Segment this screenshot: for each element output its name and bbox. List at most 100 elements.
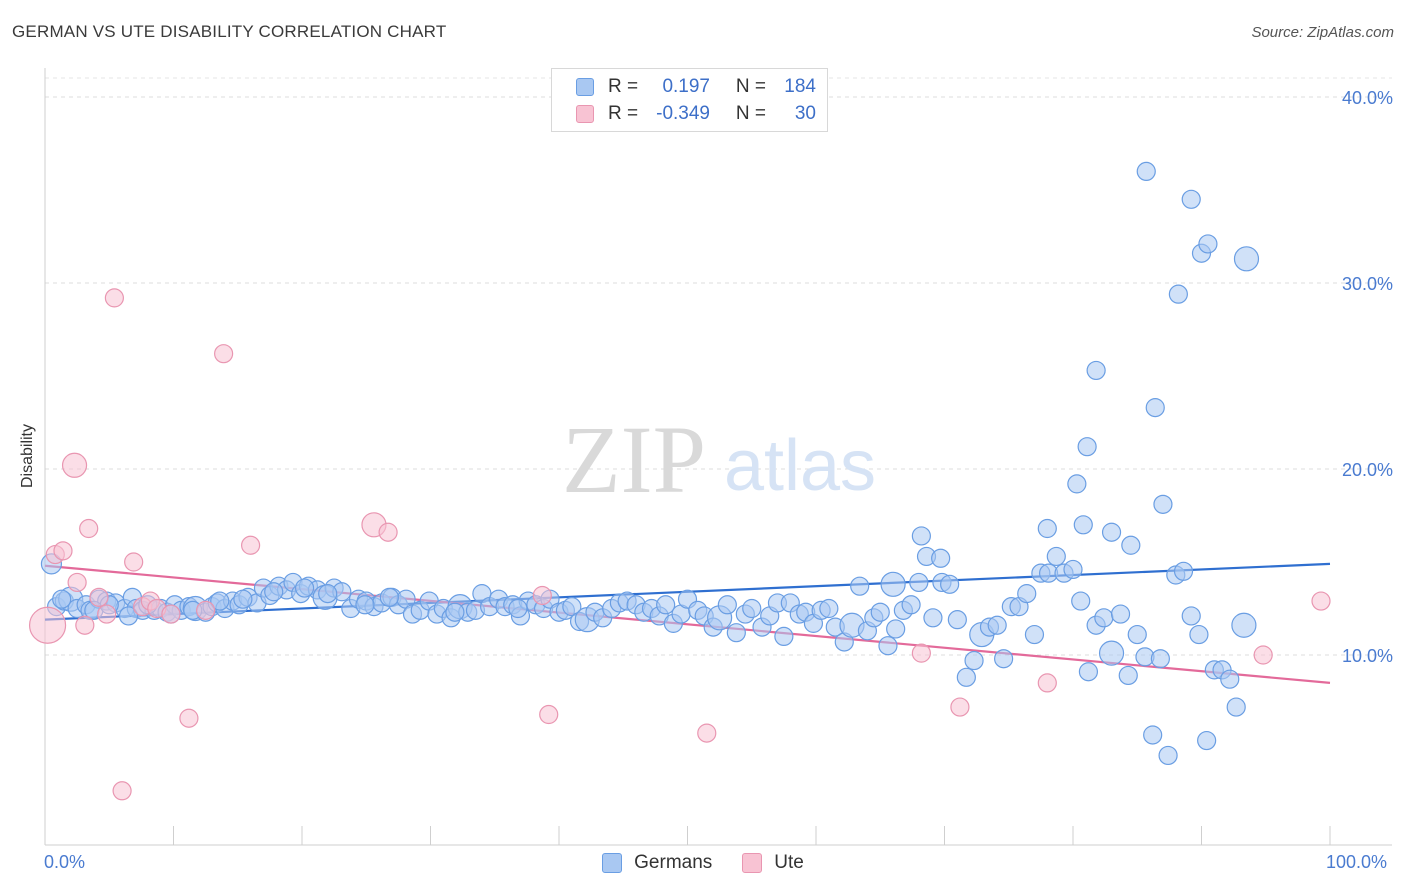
ute-point[interactable] — [532, 585, 552, 606]
germans-point[interactable] — [819, 598, 839, 619]
germans-point[interactable] — [1127, 624, 1147, 645]
ute-point[interactable] — [112, 781, 132, 801]
germans-point[interactable] — [870, 602, 890, 622]
ute-point[interactable] — [1311, 591, 1331, 611]
germans-point[interactable] — [1121, 535, 1141, 555]
ute-point[interactable] — [67, 572, 87, 593]
germans-point[interactable] — [1073, 515, 1093, 535]
ute-point[interactable] — [241, 535, 261, 555]
germans-point[interactable] — [1094, 608, 1114, 628]
germans-point[interactable] — [1110, 604, 1131, 624]
germans-point[interactable] — [1063, 559, 1083, 580]
ute-point[interactable] — [378, 522, 398, 542]
germans-point[interactable] — [562, 597, 582, 617]
germans-point[interactable] — [717, 595, 737, 615]
germans-point[interactable] — [1158, 745, 1178, 766]
germans-point[interactable] — [947, 610, 967, 630]
ute-point[interactable] — [196, 600, 216, 620]
germans-point[interactable] — [1189, 624, 1209, 645]
germans-point[interactable] — [508, 598, 528, 619]
germans-point[interactable] — [1101, 522, 1122, 542]
germans-point[interactable] — [909, 572, 929, 593]
germans-point[interactable] — [911, 526, 931, 546]
ute-point[interactable] — [61, 452, 88, 478]
ute-point[interactable] — [697, 723, 717, 743]
germans-point[interactable] — [1077, 437, 1097, 457]
ute-point[interactable] — [950, 697, 970, 717]
germans-point[interactable] — [1198, 234, 1218, 254]
germans-point[interactable] — [379, 587, 399, 607]
germans-point[interactable] — [233, 589, 253, 609]
germans-point[interactable] — [656, 595, 676, 615]
ute-point[interactable] — [1253, 645, 1273, 665]
germans-point[interactable] — [1098, 640, 1125, 666]
germans-point[interactable] — [1086, 360, 1106, 381]
germans-point[interactable] — [1071, 591, 1091, 611]
ute-point[interactable] — [28, 606, 67, 644]
germans-point[interactable] — [994, 649, 1014, 669]
germans-point[interactable] — [1118, 665, 1138, 686]
germans-point[interactable] — [956, 667, 976, 687]
germans-point[interactable] — [1046, 546, 1066, 567]
ute-point[interactable] — [124, 552, 144, 572]
germans-point[interactable] — [726, 623, 746, 643]
germans-point[interactable] — [1136, 161, 1156, 181]
germans-point[interactable] — [1173, 561, 1194, 581]
germans-point[interactable] — [318, 584, 338, 604]
germans-point[interactable] — [878, 636, 898, 656]
germans-point[interactable] — [774, 626, 794, 647]
germans-point[interactable] — [1037, 518, 1057, 539]
ute-point[interactable] — [214, 344, 234, 364]
germans-point[interactable] — [964, 650, 984, 671]
ute-point[interactable] — [104, 288, 124, 308]
bottom-legend-ute[interactable]: Ute — [742, 852, 804, 874]
germans-point[interactable] — [1226, 697, 1246, 717]
bottom-legend-germans[interactable]: Germans — [602, 852, 712, 874]
germans-point[interactable] — [355, 595, 375, 615]
germans-point[interactable] — [923, 608, 943, 628]
germans-point[interactable] — [940, 574, 960, 594]
ute-point[interactable] — [75, 615, 95, 635]
germans-point[interactable] — [1220, 669, 1240, 689]
germans-point[interactable] — [264, 582, 284, 602]
ute-point[interactable] — [1037, 673, 1057, 693]
legend-row-germans: R = 0.197 N = 184 — [576, 75, 816, 99]
germans-point[interactable] — [987, 615, 1007, 635]
germans-point[interactable] — [1024, 624, 1045, 645]
germans-point[interactable] — [1150, 649, 1170, 669]
germans-point[interactable] — [1197, 730, 1217, 751]
germans-point[interactable] — [1143, 725, 1163, 745]
germans-point[interactable] — [445, 602, 465, 622]
germans-point[interactable] — [210, 591, 230, 611]
germans-point[interactable] — [1078, 662, 1099, 682]
germans-point[interactable] — [1233, 246, 1260, 272]
germans-point[interactable] — [1067, 474, 1087, 494]
ute-point[interactable] — [53, 541, 73, 561]
ute-point[interactable] — [911, 643, 931, 663]
germans-point[interactable] — [1145, 398, 1165, 418]
ute-point[interactable] — [79, 518, 99, 539]
germans-point[interactable] — [931, 548, 951, 568]
ute-point[interactable] — [539, 704, 559, 725]
germans-point[interactable] — [1181, 189, 1201, 209]
germans-point[interactable] — [886, 619, 906, 639]
germans-point[interactable] — [1181, 606, 1201, 626]
ute-point[interactable] — [97, 604, 117, 624]
legend-r-label: R = — [608, 103, 639, 124]
germans-point[interactable] — [1168, 284, 1188, 304]
germans-point[interactable] — [1017, 584, 1037, 604]
germans-point[interactable] — [742, 598, 762, 619]
ute-point[interactable] — [179, 708, 199, 728]
germans-point[interactable] — [901, 595, 921, 615]
germans-point[interactable] — [52, 589, 72, 609]
ute-point[interactable] — [161, 604, 181, 624]
germans-point[interactable] — [1231, 612, 1257, 638]
y-tick-label: 10.0% — [1342, 646, 1393, 666]
germans-point[interactable] — [850, 576, 870, 596]
germans-point[interactable] — [118, 606, 139, 626]
y-tick-label: 30.0% — [1342, 274, 1393, 294]
germans-point[interactable] — [294, 578, 315, 598]
germans-point[interactable] — [880, 571, 906, 597]
ute-point[interactable] — [89, 587, 109, 607]
germans-point[interactable] — [1153, 494, 1173, 514]
